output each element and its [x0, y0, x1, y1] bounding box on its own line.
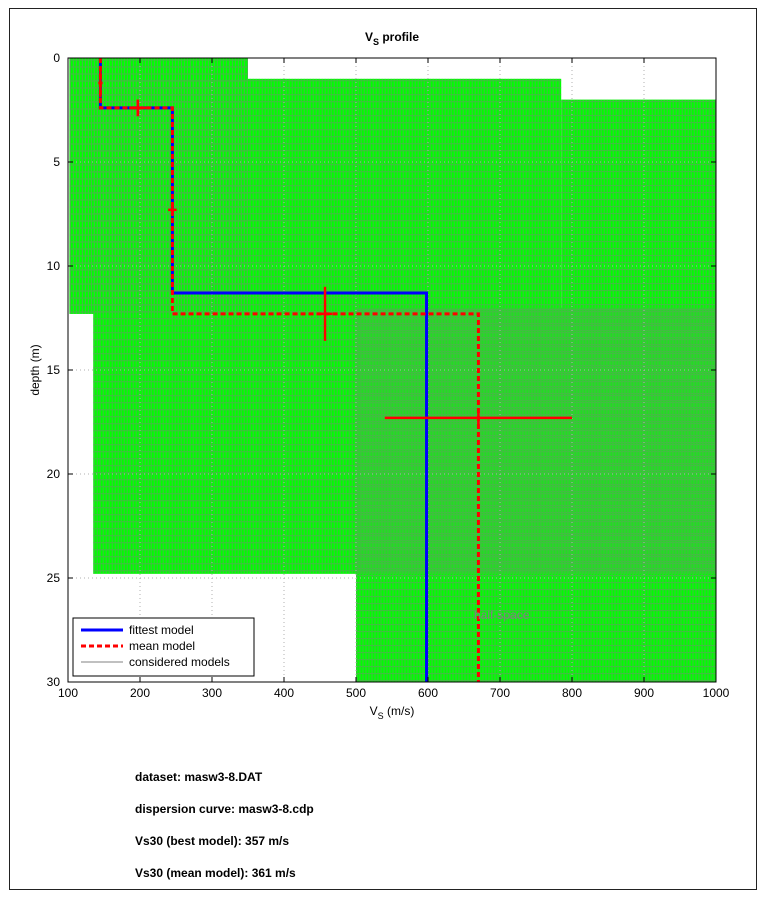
x-axis-label-rest: (m/s): [384, 704, 415, 718]
coverage-region-4: [356, 307, 716, 682]
vs30-mean-label: Vs30 (mean model): 361 m/s: [135, 866, 296, 880]
dispersion-curve-label: dispersion curve: masw3-8.cdp: [135, 802, 314, 816]
x-axis-label: VS (m/s): [370, 704, 415, 721]
x-tick-label-900: 900: [634, 686, 654, 700]
vs30-best-label: Vs30 (best model): 357 m/s: [135, 834, 290, 848]
dataset-label: dataset: masw3-8.DAT: [135, 770, 263, 784]
y-tick-label-20: 20: [47, 467, 61, 481]
y-tick-label-5: 5: [53, 155, 60, 169]
chart-title-main: V: [365, 30, 373, 44]
legend: fittest model mean model considered models: [72, 617, 255, 677]
x-axis-label-subscript: S: [378, 711, 384, 721]
x-tick-label-800: 800: [562, 686, 582, 700]
x-tick-label-600: 600: [418, 686, 438, 700]
figure-frame: [9, 8, 757, 890]
x-tick-label-700: 700: [490, 686, 510, 700]
half-space-annotation: half-space: [474, 608, 530, 622]
legend-label-2: considered models: [129, 655, 230, 669]
x-tick-label-200: 200: [130, 686, 150, 700]
considered-mesh-2: [93, 78, 562, 574]
x-tick-label-500: 500: [346, 686, 366, 700]
x-tick-label-300: 300: [202, 686, 222, 700]
considered-mesh-4: [356, 307, 716, 682]
chart-title-subscript: S: [373, 37, 379, 47]
y-tick-label-10: 10: [47, 259, 61, 273]
y-tick-label-0: 0: [53, 51, 60, 65]
x-tick-label-400: 400: [274, 686, 294, 700]
chart-title: VS profile: [365, 30, 419, 47]
x-tick-label-100: 100: [58, 686, 78, 700]
y-tick-label-25: 25: [47, 571, 61, 585]
y-tick-label-15: 15: [47, 363, 61, 377]
chart-title-rest: profile: [379, 30, 419, 44]
legend-label-0: fittest model: [129, 623, 194, 637]
y-tick-label-30: 30: [47, 675, 61, 689]
legend-box: [72, 617, 255, 677]
x-axis-label-main: V: [370, 704, 378, 718]
considered-models: [69, 58, 716, 682]
legend-label-1: mean model: [129, 639, 195, 653]
x-tick-label-1000: 1000: [703, 686, 730, 700]
y-axis-label: depth (m): [28, 344, 42, 395]
